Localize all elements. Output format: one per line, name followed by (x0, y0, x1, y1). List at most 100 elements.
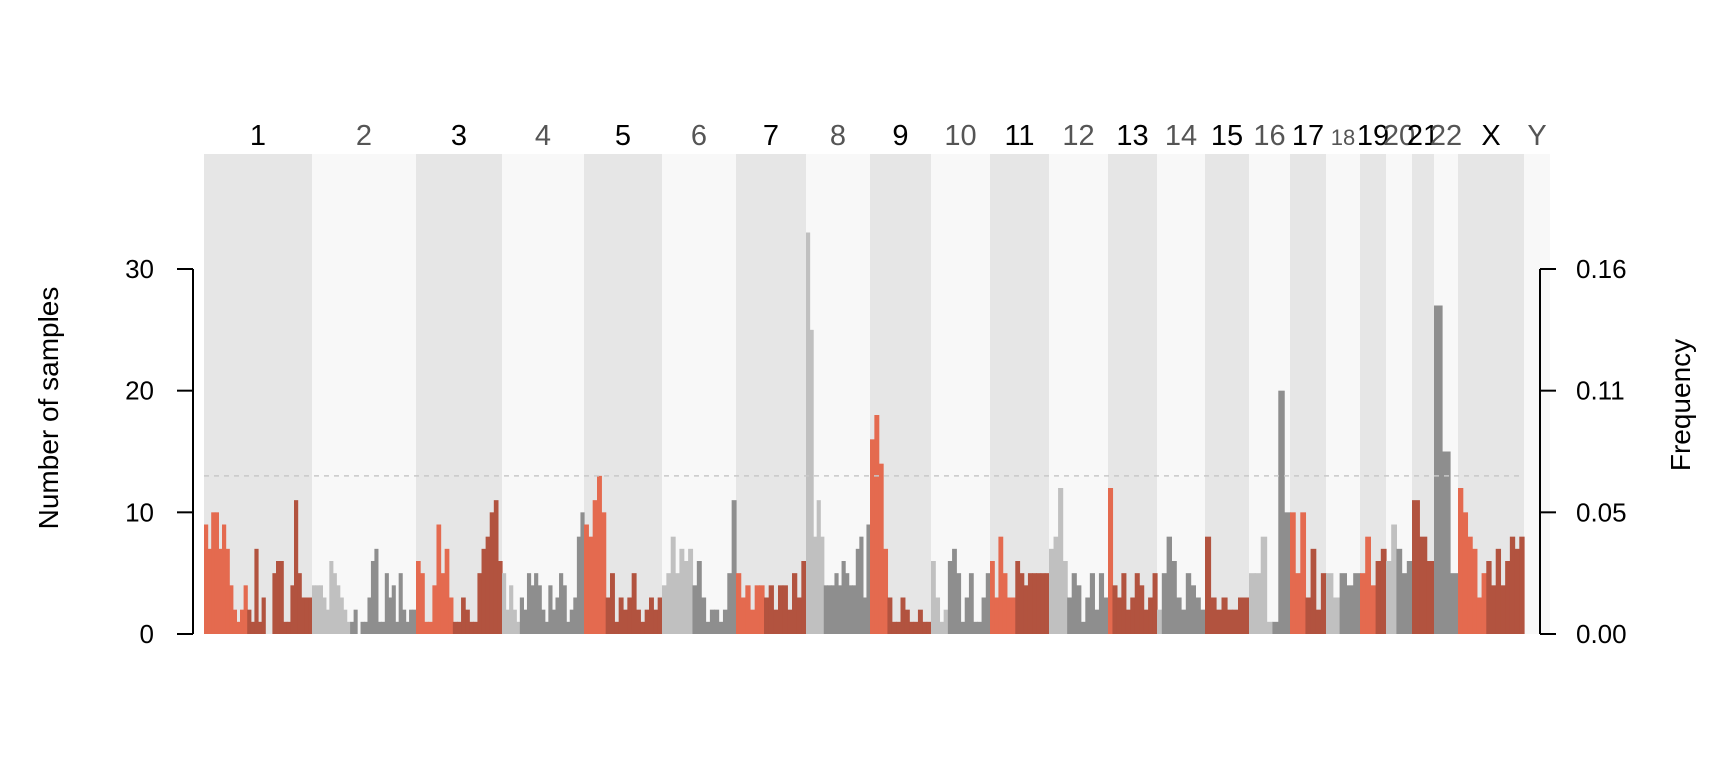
bar-chr12-0 (1049, 548, 1055, 634)
bar-chr1-24 (290, 585, 295, 634)
bar-chr15-1 (1210, 597, 1217, 634)
bar-chr11-3 (1002, 573, 1008, 634)
bar-chr1-28 (304, 597, 309, 634)
bar-chr8-13 (852, 585, 857, 634)
bar-chr3-15 (477, 573, 483, 634)
bar-chr1-8 (232, 609, 237, 634)
bar-chr8-4 (820, 536, 825, 634)
bar-chr2-17 (370, 561, 375, 634)
bar-chr8-1 (809, 329, 814, 634)
bar-chr2-20 (381, 621, 386, 634)
bar-chr15-6 (1238, 597, 1245, 634)
bar-chr2-21 (384, 573, 389, 634)
bar-chr17-6 (1320, 573, 1327, 634)
bar-chr14-5 (1181, 609, 1187, 634)
bar-chr8-0 (806, 232, 811, 634)
bar-chr10-5 (952, 548, 957, 634)
bar-chr8-5 (823, 585, 828, 634)
bar-chr10-13 (985, 573, 991, 634)
bar-chr7-4 (754, 585, 760, 634)
bar-chr4-21 (576, 536, 582, 634)
bar-chr11-9 (1027, 573, 1033, 634)
bar-chr2-8 (339, 597, 344, 634)
bar-chr7-0 (736, 573, 742, 634)
bar-chr1-4 (218, 548, 223, 634)
bar-chr21-2 (1426, 561, 1435, 634)
bar-chr7-10 (782, 585, 788, 634)
bar-chr2-19 (377, 621, 382, 634)
bar-chr5-7 (614, 621, 620, 634)
bar-chr4-13 (548, 585, 553, 634)
bar-chr12-2 (1058, 488, 1064, 634)
bar-chr1-5 (222, 524, 227, 634)
bar-chr5-15 (649, 597, 654, 634)
bar-chr2-18 (374, 548, 379, 634)
bar-chr10-2 (939, 621, 945, 634)
bar-chrX-8 (1495, 548, 1502, 634)
bar-chr7-12 (792, 573, 798, 634)
chromosome-band-14 (1157, 154, 1205, 634)
bar-chr18-3 (1346, 585, 1354, 634)
bar-chr3-10 (456, 621, 462, 634)
bar-chr4-11 (541, 609, 546, 634)
bar-chr15-2 (1216, 609, 1223, 634)
bar-chr13-6 (1134, 573, 1140, 634)
chromosome-band-10 (931, 154, 990, 634)
bar-chr4-14 (551, 609, 557, 634)
bar-chr19-1 (1365, 536, 1371, 634)
chromosome-label-12: 12 (1062, 120, 1094, 152)
bar-chr4-15 (555, 597, 560, 634)
chromosome-label-16: 16 (1253, 120, 1285, 152)
bar-chr15-5 (1232, 609, 1239, 634)
bar-chrX-2 (1467, 536, 1473, 634)
bar-chr12-10 (1094, 609, 1100, 634)
bar-chr4-12 (544, 621, 549, 634)
bar-chr4-6 (523, 609, 528, 634)
bar-chr1-6 (225, 548, 230, 634)
bar-chr2-15 (364, 621, 369, 634)
bar-chr13-1 (1112, 585, 1118, 634)
bar-chr17-4 (1310, 548, 1317, 634)
chromosome-label-X: X (1481, 120, 1500, 152)
bar-chr7-14 (801, 561, 807, 634)
bar-chr19-4 (1380, 548, 1387, 634)
right-tick-label: 0.11 (1576, 376, 1625, 406)
bar-chr13-8 (1143, 609, 1149, 634)
bar-chr6-16 (731, 500, 737, 634)
bar-chr9-11 (917, 609, 923, 634)
bar-chr12-3 (1062, 561, 1068, 634)
bar-chr2-22 (388, 597, 393, 634)
bar-chr15-4 (1227, 609, 1234, 634)
bar-chr2-0 (312, 585, 317, 634)
chromosome-label-3: 3 (451, 120, 467, 152)
bar-chr20-1 (1391, 524, 1397, 634)
chromosome-label-19: 19 (1357, 120, 1389, 152)
y2-axis-title: Frequency (1665, 339, 1696, 471)
bar-chr2-16 (367, 597, 372, 634)
bar-chr17-2 (1300, 512, 1307, 634)
bar-chr20-4 (1406, 561, 1413, 634)
bar-chr9-8 (904, 609, 910, 634)
bar-chr9-5 (891, 621, 897, 634)
bar-chrX-4 (1476, 597, 1483, 634)
bar-chr4-19 (569, 609, 574, 634)
bar-chr11-2 (998, 536, 1004, 634)
bar-chr1-23 (286, 621, 291, 634)
bar-chr5-17 (657, 597, 663, 634)
bar-chr12-11 (1098, 573, 1105, 634)
bar-chr1-25 (294, 500, 299, 634)
bar-chr21-1 (1419, 536, 1428, 634)
bar-chr3-20 (497, 561, 503, 634)
chromosome-label-4: 4 (535, 120, 551, 152)
bar-chr16-6 (1284, 512, 1291, 634)
bar-chr2-2 (318, 585, 323, 634)
bar-chr1-1 (207, 548, 212, 634)
bar-chr13-9 (1148, 597, 1154, 634)
bar-chr10-8 (964, 597, 970, 634)
bar-chr5-2 (592, 500, 598, 634)
bar-chr7-5 (759, 585, 765, 634)
bar-chr5-11 (631, 573, 637, 634)
bar-chr15-0 (1205, 536, 1212, 634)
right-tick-label: 0.00 (1576, 619, 1627, 649)
bar-chr16-3 (1266, 621, 1274, 634)
